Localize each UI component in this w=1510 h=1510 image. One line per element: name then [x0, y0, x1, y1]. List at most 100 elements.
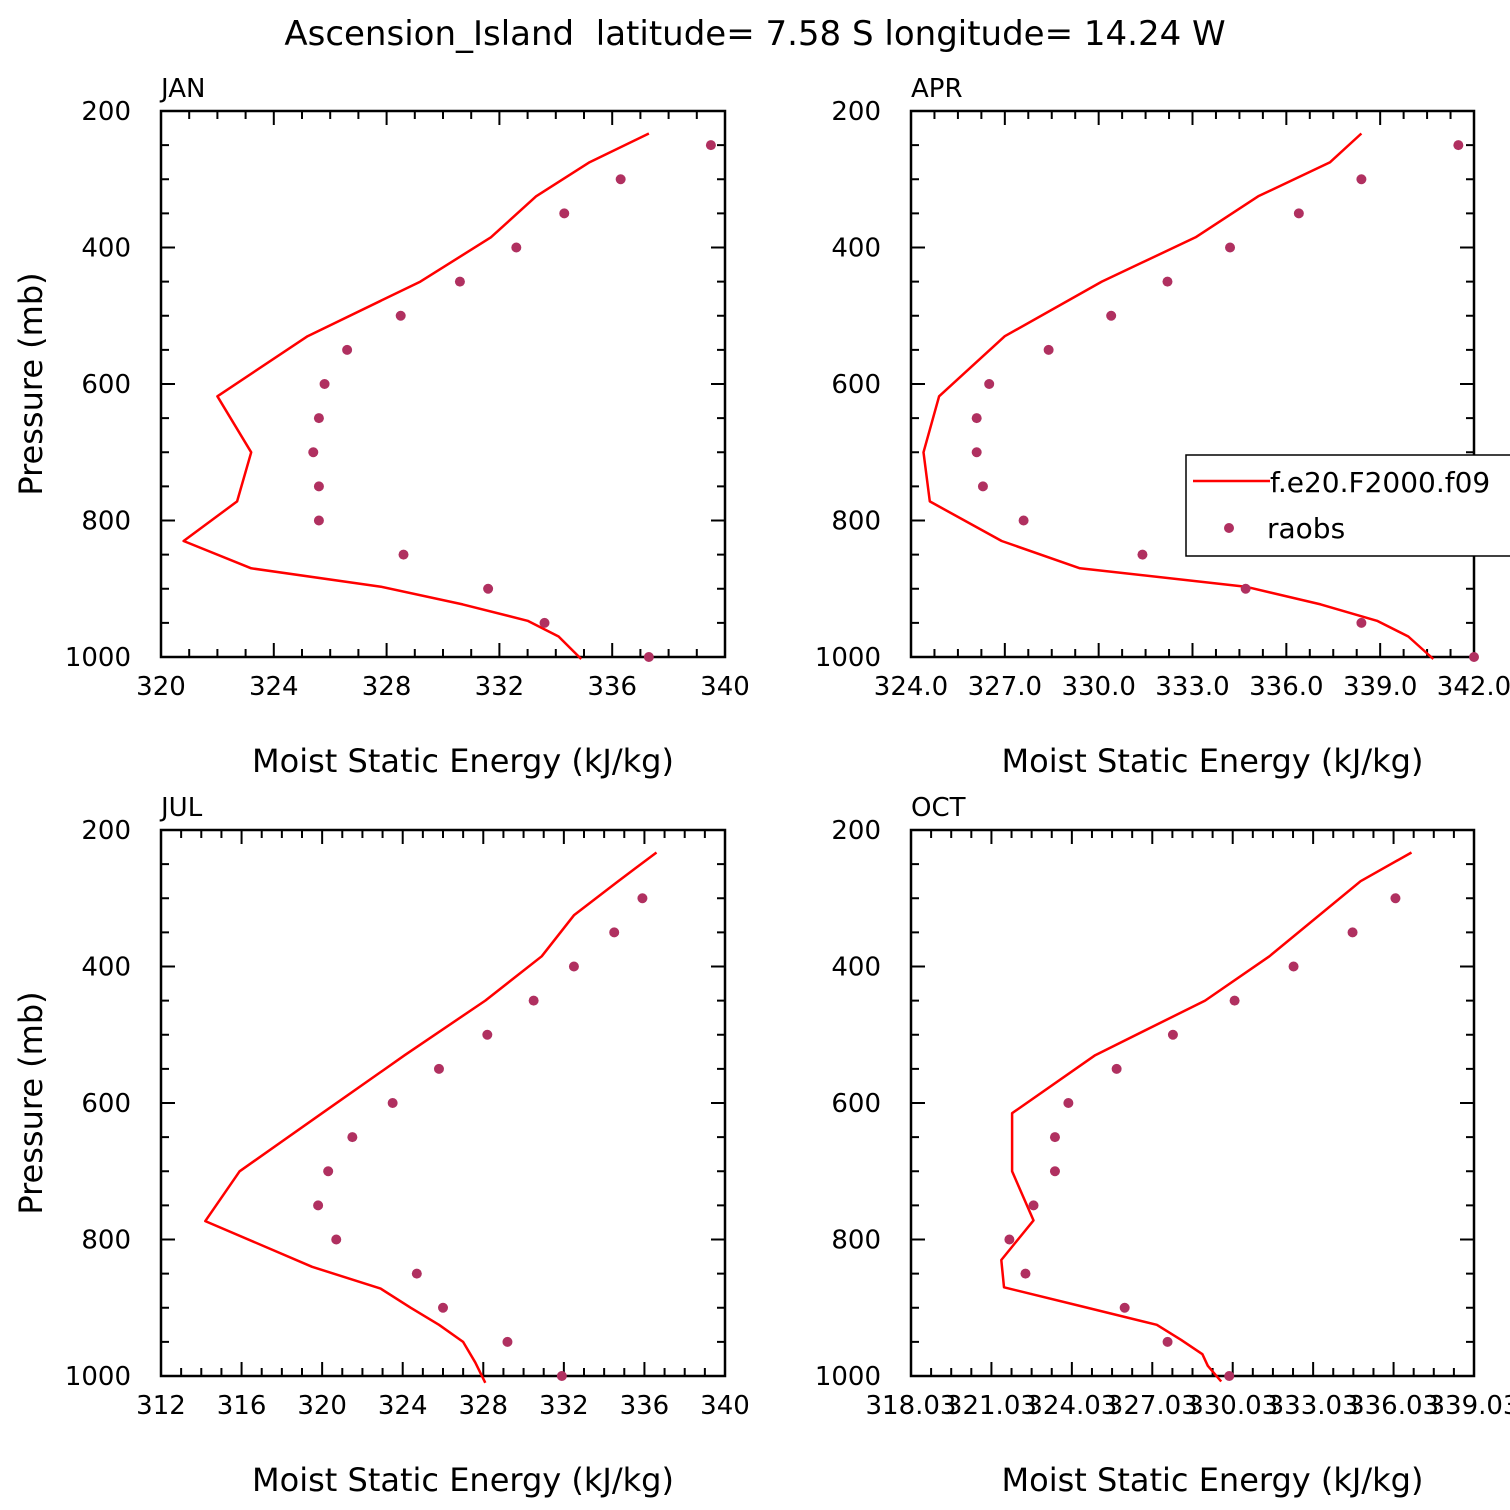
y-tick-label: 200 [831, 816, 881, 846]
raobs-point [313, 413, 324, 424]
plot-frame [159, 109, 727, 659]
raobs-point [1043, 344, 1054, 355]
x-tick-label: 340 [700, 1391, 750, 1421]
x-tick-label: 339.03 [1429, 1391, 1510, 1421]
x-tick-label: 333.0 [1155, 672, 1229, 702]
panel-label: JAN [159, 74, 205, 104]
y-tick-label: 600 [831, 1089, 881, 1119]
x-axis-label: Moist Static Energy (kJ/kg) [252, 1461, 674, 1499]
x-tick-label: 324 [378, 1391, 428, 1421]
x-tick-label: 336.0 [1249, 672, 1323, 702]
raobs-point [331, 1234, 342, 1245]
raobs-point [482, 1029, 493, 1040]
panel-label: JUL [159, 793, 203, 823]
raobs-point [1453, 140, 1464, 151]
panel-jan: JAN 320 324 328 332 336 340 200 400 600 800 1000 Moi… [12, 74, 750, 780]
raobs-point [1356, 174, 1367, 185]
raobs-point [1293, 208, 1304, 219]
raobs-point [539, 617, 550, 628]
x-tick-label: 339.0 [1343, 672, 1417, 702]
plot-frame [909, 828, 1476, 1378]
raobs-point [643, 652, 654, 662]
raobs-point [1288, 961, 1299, 972]
legend: f.e20.F2000.f09 raobs [1185, 454, 1510, 557]
raobs-point [1018, 515, 1029, 526]
raobs-point [528, 995, 539, 1006]
y-tick-label: 400 [831, 953, 881, 983]
x-axis-label: Moist Static Energy (kJ/kg) [1002, 742, 1424, 780]
y-tick-label: 1000 [65, 643, 131, 673]
panel-apr: APR 324.0 327.0 330.0 333.0 336.0 339.0 342.0 20… [815, 74, 1510, 780]
raobs-point [615, 174, 626, 185]
series-line-model [1000, 851, 1413, 1383]
raobs-point [1049, 1166, 1060, 1177]
raobs-point [395, 310, 406, 321]
panel-label: APR [911, 74, 963, 104]
raobs-point [1020, 1268, 1031, 1279]
x-tick-label: 328 [458, 1391, 508, 1421]
raobs-point [1229, 995, 1240, 1006]
raobs-point [398, 549, 409, 560]
y-tick-label: 400 [831, 234, 881, 264]
raobs-point [559, 208, 570, 219]
y-tick-label: 400 [81, 953, 131, 983]
figure-title: Ascension_Island latitude= 7.58 S longit… [284, 14, 1225, 54]
y-tick-label: 1000 [815, 643, 881, 673]
x-tick-label: 320 [136, 672, 186, 702]
y-axis-label: Pressure (mb) [12, 991, 50, 1214]
raobs-point [1111, 1063, 1122, 1074]
x-tick-label: 321.03 [946, 1391, 1037, 1421]
raobs-point [342, 344, 353, 355]
raobs-point [313, 481, 324, 492]
x-tick-label: 336 [620, 1391, 670, 1421]
y-tick-label: 1000 [65, 1362, 131, 1392]
x-tick-label: 312 [136, 1391, 186, 1421]
raobs-point [1390, 893, 1401, 904]
y-tick-label: 400 [81, 234, 131, 264]
raobs-point [511, 242, 522, 253]
x-tick-label: 336 [587, 672, 637, 702]
y-tick-label: 800 [81, 1226, 131, 1256]
legend-box [1185, 454, 1510, 557]
raobs-point [1106, 310, 1117, 321]
raobs-point [1225, 242, 1236, 253]
series-line-model [922, 132, 1435, 660]
x-tick-label: 316 [217, 1391, 267, 1421]
raobs-point [319, 379, 330, 389]
legend-label-raobs: raobs [1267, 512, 1345, 545]
x-tick-label: 324 [249, 672, 299, 702]
raobs-point [323, 1166, 334, 1177]
raobs-point [411, 1268, 422, 1279]
raobs-point [347, 1132, 358, 1143]
raobs-point [308, 447, 319, 458]
raobs-point [313, 1200, 324, 1211]
raobs-point [433, 1063, 444, 1074]
x-tick-label: 327.03 [1107, 1391, 1198, 1421]
y-tick-label: 1000 [815, 1362, 881, 1392]
x-tick-label: 318.03 [866, 1391, 957, 1421]
raobs-point [1224, 1371, 1235, 1381]
legend-marker-swatch [1224, 523, 1234, 533]
y-tick-label: 800 [831, 507, 881, 537]
x-tick-label: 336.03 [1348, 1391, 1439, 1421]
raobs-point [1162, 1336, 1173, 1347]
series-line-model [204, 851, 658, 1384]
raobs-point [313, 515, 324, 526]
raobs-point [502, 1336, 513, 1347]
raobs-point [977, 481, 988, 492]
raobs-point [984, 379, 995, 389]
series-line-model [182, 132, 650, 660]
x-tick-label: 332 [539, 1391, 589, 1421]
x-tick-label: 340 [700, 672, 750, 702]
panel-jul: JUL 312 316 320 324 328 332 336 340 200 400 600 800 1… [12, 793, 750, 1499]
x-tick-label: 328 [362, 672, 412, 702]
y-tick-label: 600 [81, 370, 131, 400]
raobs-point [971, 413, 982, 424]
y-axis-label: Pressure (mb) [12, 272, 50, 495]
legend-label-model: f.e20.F2000.f09 [1270, 466, 1490, 499]
raobs-point [609, 927, 620, 938]
raobs-point [1137, 549, 1148, 560]
y-tick-label: 200 [831, 97, 881, 127]
raobs-point [1356, 617, 1367, 628]
